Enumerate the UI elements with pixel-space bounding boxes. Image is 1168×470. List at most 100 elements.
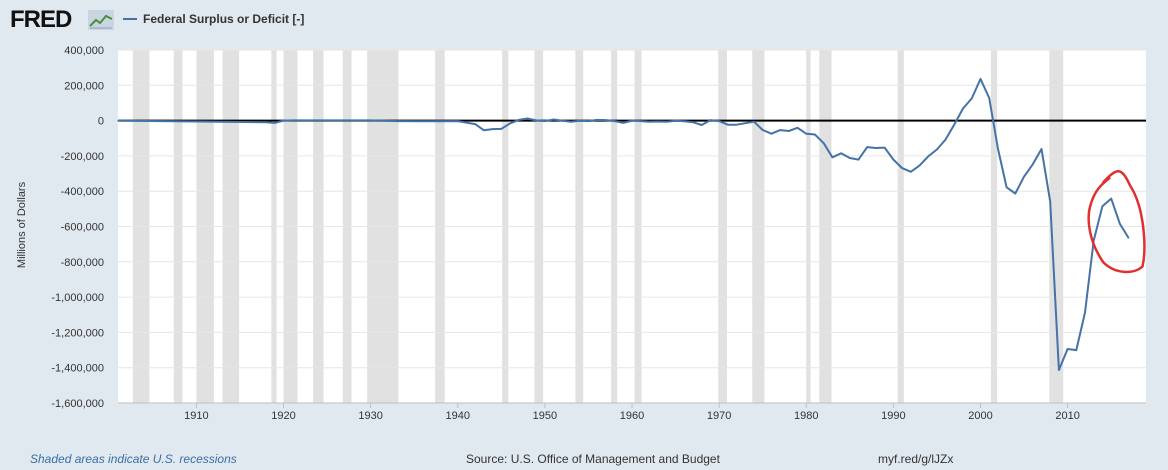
data-point xyxy=(1032,163,1034,165)
data-point xyxy=(640,120,642,122)
data-point xyxy=(796,127,799,129)
data-point xyxy=(291,119,293,122)
data-point xyxy=(744,122,746,124)
x-tick-label: 1990 xyxy=(881,410,905,422)
data-point xyxy=(265,121,267,123)
data-point xyxy=(648,121,651,123)
data-point xyxy=(918,165,921,167)
data-point xyxy=(613,120,616,122)
footer: Shaded areas indicate U.S. recessions So… xyxy=(0,448,1168,470)
data-point xyxy=(509,122,511,125)
data-point xyxy=(500,128,502,130)
recessions-note-link[interactable]: Shaded areas indicate U.S. recessions xyxy=(30,452,237,466)
data-point xyxy=(1023,176,1025,178)
data-point xyxy=(988,97,990,99)
data-point xyxy=(901,167,903,169)
data-point xyxy=(892,159,894,161)
x-tick-label: 2010 xyxy=(1055,410,1079,422)
data-point xyxy=(875,147,877,149)
data-point xyxy=(762,129,764,131)
data-point xyxy=(884,147,886,149)
annotation-circle xyxy=(1087,170,1146,274)
data-point xyxy=(857,159,860,161)
y-tick-label: -1,400,000 xyxy=(51,363,104,375)
x-tick-label: 1950 xyxy=(533,410,557,422)
y-tick-label: 400,000 xyxy=(64,45,104,57)
data-point xyxy=(674,120,677,122)
data-point xyxy=(840,152,842,154)
data-point xyxy=(779,129,781,131)
data-point xyxy=(1066,348,1069,350)
data-point xyxy=(492,128,494,130)
data-point xyxy=(1075,349,1077,351)
y-tick-label: -600,000 xyxy=(61,222,104,234)
data-point xyxy=(657,120,659,123)
data-point xyxy=(866,146,868,148)
source-note: Source: U.S. Office of Management and Bu… xyxy=(466,452,720,466)
data-point xyxy=(552,118,555,121)
x-tick-label: 1910 xyxy=(184,410,208,422)
data-point xyxy=(587,120,590,122)
data-point xyxy=(1058,369,1060,371)
data-point xyxy=(1049,201,1051,203)
data-point xyxy=(805,133,807,135)
data-point xyxy=(605,119,607,121)
data-point xyxy=(718,120,720,122)
data-point xyxy=(370,119,372,122)
data-point xyxy=(910,171,912,173)
fred-logo[interactable]: FRED xyxy=(10,6,72,33)
data-point xyxy=(962,107,964,110)
data-point xyxy=(631,120,633,122)
data-point xyxy=(701,124,703,126)
data-point xyxy=(1101,205,1104,207)
x-tick-label: 1960 xyxy=(620,410,644,422)
short-url-link[interactable]: myf.red/g/lJZx xyxy=(878,452,954,466)
y-tick-label: -1,200,000 xyxy=(51,327,104,339)
y-tick-label: -800,000 xyxy=(61,257,104,269)
data-point xyxy=(1006,186,1008,188)
data-point xyxy=(849,157,851,159)
data-point xyxy=(1014,192,1016,195)
data-point xyxy=(831,156,833,158)
data-point xyxy=(457,120,459,122)
data-point xyxy=(518,119,520,121)
x-tick-label: 1980 xyxy=(794,410,818,422)
data-point xyxy=(117,120,119,122)
x-tick-label: 1930 xyxy=(358,410,382,422)
data-point xyxy=(570,121,572,123)
data-point xyxy=(1127,237,1130,239)
data-point xyxy=(1084,311,1086,314)
y-axis-label: Millions of Dollars xyxy=(16,181,28,268)
y-tick-label: -200,000 xyxy=(61,151,104,163)
data-point xyxy=(474,123,476,125)
data-point xyxy=(927,155,929,158)
legend-label: Federal Surplus or Deficit [-] xyxy=(143,12,305,26)
data-point xyxy=(526,117,529,120)
chart-legend: Federal Surplus or Deficit [-] xyxy=(123,12,304,26)
data-point xyxy=(683,120,685,122)
y-tick-label: 200,000 xyxy=(64,80,104,92)
data-point xyxy=(788,130,790,132)
data-point xyxy=(535,119,537,122)
data-point xyxy=(579,120,581,122)
data-point xyxy=(945,138,947,141)
data-point xyxy=(666,121,668,123)
x-tick-label: 2000 xyxy=(968,410,992,422)
data-point xyxy=(1040,148,1043,150)
x-tick-label: 1940 xyxy=(446,410,470,422)
data-point xyxy=(622,122,624,124)
data-point xyxy=(396,120,398,122)
data-point xyxy=(770,133,772,135)
data-point xyxy=(544,120,546,122)
header: FRED Federal Surplus or Deficit [-] xyxy=(0,0,1168,40)
data-point xyxy=(483,129,485,131)
data-point xyxy=(692,121,694,123)
y-tick-label: 0 xyxy=(98,116,104,128)
x-tick-label: 1920 xyxy=(271,410,295,422)
x-tick-label: 1970 xyxy=(707,410,731,422)
data-point xyxy=(422,120,424,122)
data-point xyxy=(997,147,999,150)
data-point xyxy=(814,133,816,136)
data-point xyxy=(561,120,563,122)
data-point xyxy=(596,119,598,121)
